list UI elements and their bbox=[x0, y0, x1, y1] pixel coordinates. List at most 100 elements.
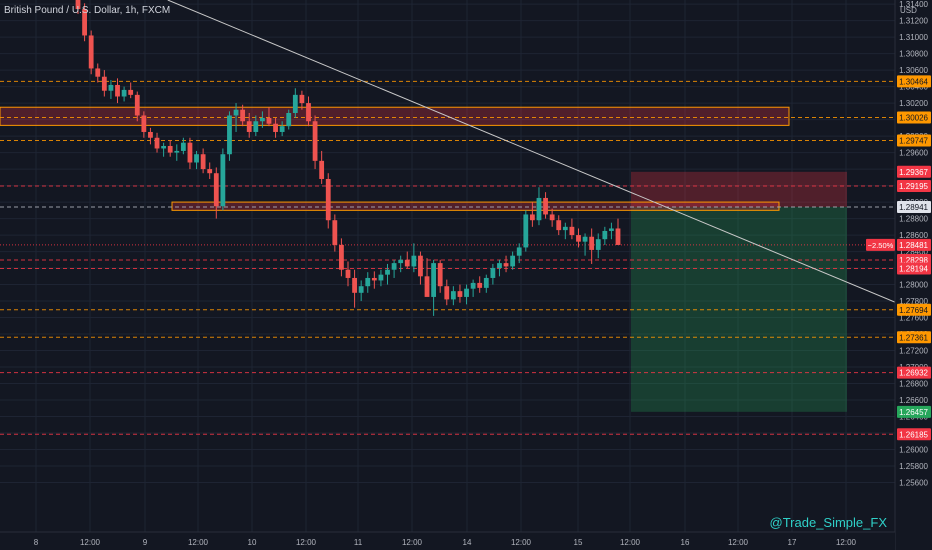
candle bbox=[589, 228, 595, 264]
candle bbox=[312, 115, 318, 170]
candle bbox=[154, 132, 160, 153]
y-tick-label: 1.30600 bbox=[899, 66, 928, 75]
candle bbox=[516, 243, 522, 264]
x-tick-label: 10 bbox=[248, 538, 257, 547]
candle-body bbox=[464, 288, 469, 297]
candle bbox=[391, 259, 397, 278]
y-tick-label: 1.31400 bbox=[899, 0, 928, 9]
candle-body bbox=[437, 263, 443, 287]
candle bbox=[569, 218, 575, 240]
candle-body bbox=[523, 214, 529, 248]
candle bbox=[510, 251, 516, 270]
candle-body bbox=[398, 259, 404, 264]
y-tick-label: 1.27800 bbox=[899, 297, 928, 306]
candle bbox=[464, 284, 469, 305]
candle-body bbox=[115, 84, 120, 97]
candle-body bbox=[345, 269, 351, 278]
y-tick-label: 1.27600 bbox=[899, 314, 928, 323]
candle-body bbox=[259, 117, 265, 122]
candle bbox=[246, 112, 252, 138]
candle bbox=[128, 82, 134, 99]
candle-body bbox=[266, 117, 272, 124]
x-tick-label: 12:00 bbox=[511, 538, 532, 547]
candle-body bbox=[200, 154, 206, 170]
candle bbox=[352, 269, 357, 308]
candle-body bbox=[121, 89, 127, 97]
candle-body bbox=[154, 137, 160, 149]
level-badge-label: 1.26185 bbox=[899, 430, 928, 439]
y-tick-label: 1.28000 bbox=[899, 281, 928, 290]
change-badge-label: −2.50% bbox=[868, 241, 894, 250]
y-tick-label: 1.30200 bbox=[899, 99, 928, 108]
x-tick-label: 12:00 bbox=[836, 538, 857, 547]
candle-body bbox=[213, 173, 219, 207]
candle-body bbox=[589, 236, 595, 250]
candle-body bbox=[529, 214, 535, 221]
level-badge-label: 1.28194 bbox=[899, 265, 928, 274]
candle-body bbox=[411, 255, 417, 267]
level-badge bbox=[897, 200, 931, 213]
candle bbox=[115, 78, 120, 104]
level-badge bbox=[897, 134, 931, 147]
candle-body bbox=[148, 131, 153, 138]
candle bbox=[194, 150, 199, 170]
resistance-zone bbox=[0, 106, 790, 126]
y-tick-label: 1.26000 bbox=[899, 446, 928, 455]
candle bbox=[529, 202, 535, 227]
candle-body bbox=[332, 220, 338, 245]
level-badge bbox=[897, 428, 931, 441]
level-badge-label: 1.29747 bbox=[899, 136, 928, 145]
candle-body bbox=[444, 286, 450, 300]
candle-body bbox=[194, 154, 199, 163]
x-tick-label: 16 bbox=[681, 538, 690, 547]
candle bbox=[602, 226, 608, 245]
candle bbox=[371, 271, 377, 289]
candle-body bbox=[490, 268, 496, 278]
x-tick-label: 12:00 bbox=[296, 538, 317, 547]
candle-body bbox=[339, 244, 344, 270]
candle bbox=[200, 148, 206, 174]
y-tick-label: 1.26600 bbox=[899, 396, 928, 405]
candle-body bbox=[161, 145, 167, 149]
candle-body bbox=[167, 145, 173, 153]
x-tick-label: 12:00 bbox=[80, 538, 101, 547]
candle-body bbox=[371, 277, 377, 281]
level-badge bbox=[897, 405, 931, 418]
y-tick-label: 1.31000 bbox=[899, 33, 928, 42]
level-badge bbox=[897, 111, 931, 124]
level-badge bbox=[897, 75, 931, 88]
y-tick-label: 1.25800 bbox=[899, 462, 928, 471]
candle-body bbox=[576, 235, 581, 242]
level-badge-label: 1.26457 bbox=[899, 408, 928, 417]
x-tick-label: 12:00 bbox=[728, 538, 749, 547]
candle bbox=[187, 137, 193, 170]
level-badge-label: 1.28941 bbox=[899, 203, 928, 212]
candle-body bbox=[253, 121, 259, 132]
candle bbox=[345, 261, 351, 287]
candle-body bbox=[457, 291, 463, 297]
candle bbox=[562, 222, 568, 240]
candle bbox=[213, 167, 219, 219]
candle bbox=[444, 279, 450, 306]
level-badge-label: 1.27361 bbox=[899, 333, 928, 342]
change-badge bbox=[866, 238, 895, 251]
candle-body bbox=[279, 126, 285, 132]
candle-body bbox=[477, 282, 483, 288]
candle-body bbox=[95, 68, 101, 77]
candle bbox=[536, 187, 542, 226]
x-tick-label: 12:00 bbox=[188, 538, 209, 547]
y-tick-label: 1.28600 bbox=[899, 231, 928, 240]
candle-body bbox=[543, 197, 548, 215]
candle bbox=[266, 107, 272, 127]
watermark: @Trade_Simple_FX bbox=[769, 515, 887, 530]
candle-body bbox=[424, 276, 430, 297]
candle-body bbox=[246, 121, 252, 132]
candle bbox=[411, 243, 417, 273]
x-tick-label: 12:00 bbox=[620, 538, 641, 547]
candle bbox=[615, 218, 621, 245]
candle bbox=[450, 286, 456, 306]
candle-body bbox=[187, 142, 193, 163]
trend-line bbox=[167, 0, 932, 319]
level-badge-label: 1.27694 bbox=[899, 306, 928, 315]
